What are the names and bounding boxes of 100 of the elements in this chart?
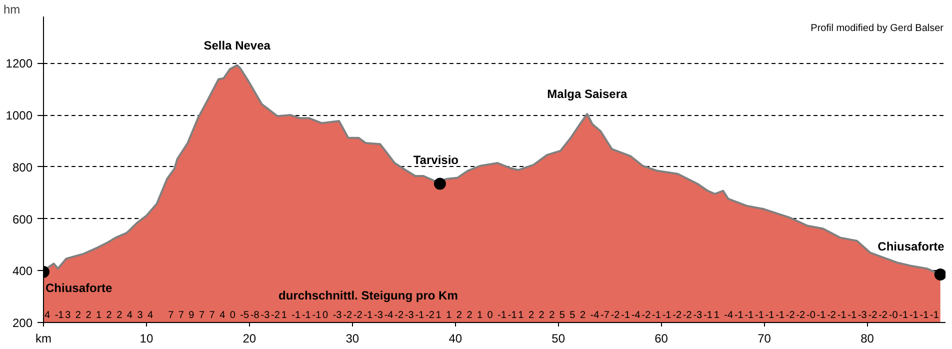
- annotation: 2: [580, 310, 586, 321]
- annotation: -4: [724, 310, 734, 321]
- annotation: 4: [220, 310, 226, 321]
- annotation: 1: [436, 310, 442, 321]
- annotation: -2: [868, 310, 878, 321]
- annotation: -1: [909, 310, 919, 321]
- annotation: 2: [456, 310, 462, 321]
- annotation: -1: [776, 310, 785, 321]
- point: [934, 268, 946, 281]
- annotation: -2: [426, 310, 435, 321]
- annotation: -3: [693, 310, 703, 321]
- y-tick-label: 1000: [6, 108, 33, 123]
- annotation: -1: [302, 310, 312, 321]
- annotation: -2: [343, 310, 352, 321]
- annotation: Malga Saisera: [547, 87, 628, 102]
- y-tick-label: 800: [12, 160, 33, 174]
- x-tick-label: 60: [654, 332, 668, 346]
- y-tick-label: 400: [12, 264, 33, 278]
- annotation: 3: [137, 310, 144, 321]
- annotation: -2: [394, 310, 404, 321]
- annotation: -1: [744, 310, 754, 321]
- annotation: 7: [209, 310, 216, 321]
- x-tick-label: 70: [758, 332, 772, 346]
- annotation: -0: [806, 310, 816, 321]
- annotation: 2: [528, 310, 534, 321]
- annotation: Sella Nevea: [204, 38, 271, 52]
- annotation: -3: [374, 310, 384, 321]
- annotation: 0: [230, 310, 236, 321]
- annotation: 0: [487, 310, 494, 321]
- annotation: -1: [508, 310, 518, 321]
- annotation: 1: [446, 310, 452, 321]
- annotation: -1: [662, 310, 672, 321]
- y-tick-label: 200: [12, 316, 33, 330]
- annotation: 2: [106, 310, 112, 321]
- annotation: -1: [621, 310, 630, 321]
- annotation: -8: [250, 310, 260, 321]
- annotation: 4: [44, 310, 51, 321]
- annotation: -1: [816, 310, 826, 321]
- annotation: durchschnittl. Steigung pro Km: [278, 288, 458, 302]
- annotation: -1: [837, 310, 847, 321]
- annotation: 1: [518, 310, 524, 321]
- annotation: 2: [466, 310, 473, 321]
- annotation: -1: [54, 310, 64, 321]
- annotation: Chiusaforte: [878, 240, 945, 254]
- annotation: 2: [116, 310, 123, 321]
- annotation: 7: [198, 310, 205, 321]
- annotation: -1: [292, 310, 301, 321]
- annotation: -2: [642, 310, 652, 321]
- annotation: -1: [765, 310, 775, 321]
- annotation: 3: [65, 310, 72, 321]
- annotation: 2: [75, 310, 82, 321]
- x-tick-label: 80: [860, 332, 874, 346]
- x-tick-label: 10: [140, 332, 154, 346]
- annotation: -1: [364, 310, 374, 321]
- annotation: -1: [930, 310, 940, 321]
- annotation: -4: [590, 310, 600, 321]
- annotation: 2: [538, 310, 545, 321]
- y-tick-label: 1200: [6, 56, 33, 71]
- annotation: 9: [188, 310, 195, 321]
- annotation: -1: [734, 310, 744, 321]
- annotation: 5: [559, 310, 566, 321]
- annotation: -2: [271, 310, 280, 321]
- annotation: 2: [86, 310, 92, 321]
- annotation: -2: [786, 310, 796, 321]
- y-tick-label: 600: [12, 212, 33, 226]
- annotation: -2: [796, 310, 806, 321]
- annotation: -2: [827, 310, 836, 321]
- annotation: -1: [704, 310, 713, 321]
- annotation: -1: [920, 310, 930, 321]
- annotation: -7: [600, 310, 610, 321]
- x-tick-label: 40: [448, 332, 462, 346]
- annotation: 5: [570, 310, 576, 321]
- annotation: 1: [96, 310, 102, 321]
- annotation: 1: [476, 310, 483, 321]
- annotation: -1: [312, 310, 322, 321]
- annotation: 1: [281, 310, 288, 321]
- annotation: -2: [878, 310, 888, 321]
- x-tick-label: 30: [346, 332, 360, 346]
- annotation: 2: [549, 310, 556, 321]
- annotation: -2: [672, 310, 682, 321]
- x-tick-label: 50: [552, 332, 566, 346]
- annotation: -1: [755, 310, 764, 321]
- annotation: -5: [240, 310, 250, 321]
- annotation: -4: [631, 310, 641, 321]
- annotation: -3: [858, 310, 868, 321]
- annotation: -2: [610, 310, 620, 321]
- annotation: 1: [714, 310, 720, 321]
- annotation: -3: [260, 310, 270, 321]
- annotation: -1: [899, 310, 908, 321]
- annotation: 4: [126, 310, 133, 321]
- annotation: -3: [332, 310, 342, 321]
- annotation: -0: [888, 310, 898, 321]
- annotation: -1: [415, 310, 425, 321]
- x-tick-label: 20: [242, 332, 256, 346]
- annotation: 0: [322, 310, 329, 321]
- annotation: 7: [178, 310, 184, 321]
- annotation: -4: [384, 310, 394, 321]
- point: [434, 178, 446, 190]
- annotation: -1: [848, 310, 858, 321]
- annotation: Profil modified by Gerd Balser: [810, 23, 944, 34]
